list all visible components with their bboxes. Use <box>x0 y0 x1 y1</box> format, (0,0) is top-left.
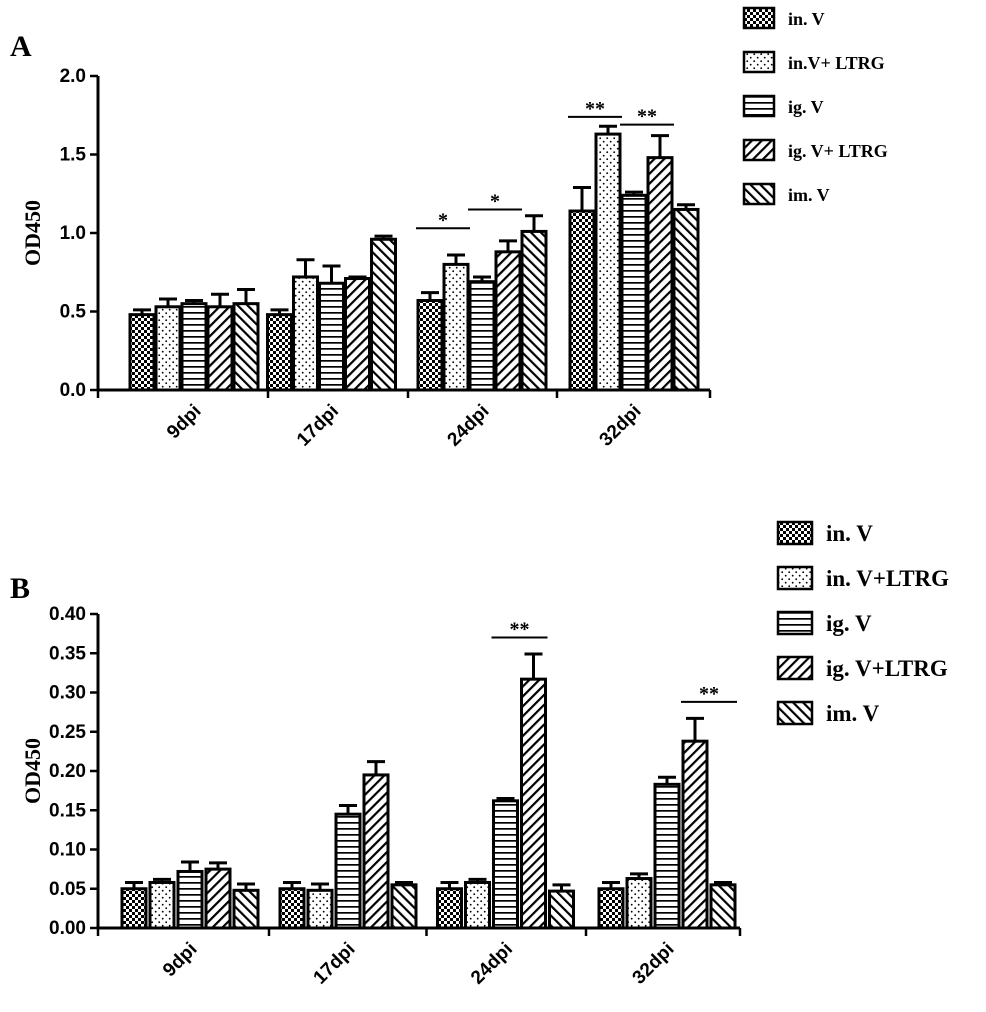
y-tick-label: 1.0 <box>60 223 86 244</box>
y-tick-label: 0.05 <box>49 879 86 900</box>
x-tick-label: 9dpi <box>163 401 205 443</box>
y-tick-label: 0.20 <box>49 761 86 782</box>
bar <box>568 209 596 392</box>
bar <box>204 867 232 930</box>
legend-swatch <box>776 610 814 636</box>
y-tick-label: 0.25 <box>49 722 86 743</box>
y-axis-title: OD450 <box>20 200 45 266</box>
legend-label: ig. V+LTRG <box>826 656 948 681</box>
bar <box>128 313 156 392</box>
bar <box>370 237 397 392</box>
bar <box>520 677 547 930</box>
bar <box>206 305 234 392</box>
bar <box>681 739 709 930</box>
bar <box>494 250 522 392</box>
significance-label: ** <box>699 683 719 705</box>
legend-swatch <box>776 565 814 591</box>
bar <box>594 132 622 392</box>
bar <box>672 207 700 392</box>
chart-b: 0.00 0.05 0.10 0.15 0.20 0.25 0.30 0.35 0.40 OD45… <box>20 520 949 989</box>
bar <box>344 277 371 392</box>
bar <box>653 782 681 930</box>
x-tick-label: 24dpi <box>467 939 517 989</box>
legend-swatch <box>742 182 776 206</box>
y-tick-label: 0.35 <box>49 643 86 664</box>
bar <box>646 156 674 392</box>
y-tick-label: 0.40 <box>49 604 86 625</box>
bar <box>416 299 444 392</box>
bar <box>436 887 463 930</box>
legend-swatch <box>776 520 814 546</box>
significance-label: ** <box>510 619 530 641</box>
bar <box>154 305 182 392</box>
bar <box>548 889 575 930</box>
x-tick-label: 9dpi <box>159 939 201 981</box>
bar <box>625 877 653 930</box>
y-axis-title: OD450 <box>20 738 45 804</box>
y-tick-label: 2.0 <box>60 66 86 87</box>
bar <box>266 313 293 392</box>
bar <box>464 880 491 930</box>
legend-swatch <box>742 94 776 118</box>
panel-b-label: B <box>10 572 30 605</box>
bar <box>334 812 362 930</box>
legend-swatch <box>742 50 776 74</box>
significance-label: ** <box>637 106 657 128</box>
y-tick-label: 0.30 <box>49 683 86 704</box>
bar <box>148 880 176 930</box>
bar <box>442 262 470 392</box>
significance-label: * <box>438 209 448 231</box>
y-tick-label: 0.5 <box>60 302 87 323</box>
bar <box>180 302 208 392</box>
bar <box>520 229 548 392</box>
bar <box>390 883 418 930</box>
bar <box>292 275 319 392</box>
bar <box>362 773 390 930</box>
bar <box>468 280 496 392</box>
significance-label: ** <box>585 98 605 120</box>
y-tick-label: 0.0 <box>60 380 86 401</box>
bar <box>278 887 306 930</box>
x-tick-label: 17dpi <box>310 939 360 989</box>
x-tick-label: 32dpi <box>596 401 646 451</box>
x-tick-label: 24dpi <box>444 401 494 451</box>
x-tick-label: 32dpi <box>629 939 679 989</box>
bar <box>620 193 648 392</box>
bar <box>176 869 204 930</box>
y-tick-label: 1.5 <box>60 145 87 166</box>
legend-swatch <box>776 655 814 681</box>
x-tick-label: 17dpi <box>293 401 343 451</box>
y-tick-label: 0.15 <box>49 800 86 821</box>
legend-label: in.V+ LTRG <box>788 53 885 73</box>
panel-a-label: A <box>10 30 32 63</box>
bar <box>709 883 737 930</box>
bar <box>318 281 345 392</box>
legend-label: in. V+LTRG <box>826 566 949 591</box>
legend-label: ig. V <box>826 611 872 636</box>
bar <box>306 888 334 930</box>
significance-label: * <box>490 190 500 212</box>
legend-label: ig. V+ LTRG <box>788 141 888 161</box>
chart-a: 0.0 0.5 1.0 1.5 2.0 OD450 9dpi 17dpi 24dpi 32dpi *… <box>20 6 888 451</box>
bar <box>232 302 260 392</box>
legend-label: in. V <box>788 9 825 29</box>
legend-label: im. V <box>788 185 830 205</box>
y-tick-label: 0.00 <box>49 918 86 939</box>
legend-swatch <box>776 700 814 726</box>
legend-label: im. V <box>826 701 880 726</box>
bar <box>232 888 260 930</box>
legend-swatch <box>742 138 776 162</box>
legend-label: in. V <box>826 521 873 546</box>
bar <box>120 887 148 930</box>
legend-swatch <box>742 6 776 30</box>
bar <box>492 799 519 930</box>
bar <box>597 887 625 930</box>
legend-label: ig. V <box>788 97 824 117</box>
y-tick-label: 0.10 <box>49 840 86 861</box>
